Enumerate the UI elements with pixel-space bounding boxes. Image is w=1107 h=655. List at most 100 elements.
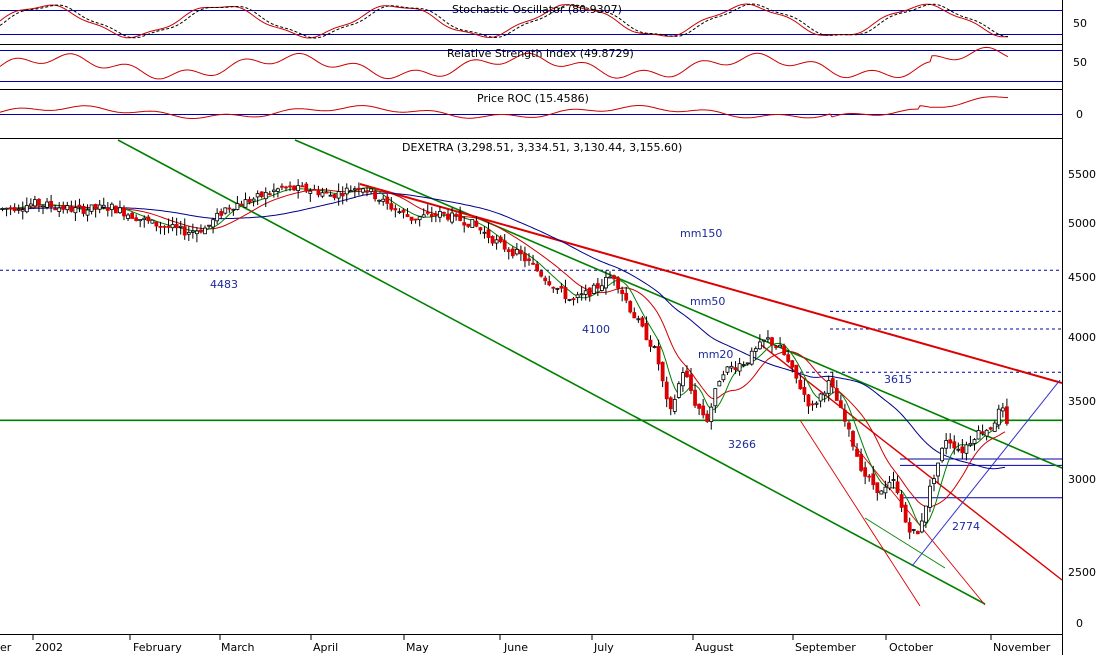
candle-body xyxy=(563,287,568,300)
candle-body xyxy=(932,478,936,484)
candle-body xyxy=(24,205,29,213)
candle-body xyxy=(907,522,912,533)
roc-panel xyxy=(0,96,1062,119)
candle-body xyxy=(498,236,503,243)
candle-body xyxy=(915,530,920,535)
candle-body xyxy=(713,388,718,407)
candle-body xyxy=(992,422,997,432)
candle-body xyxy=(956,448,961,451)
candle-body xyxy=(810,403,815,406)
candle-body xyxy=(745,362,750,365)
candle-body xyxy=(397,211,402,214)
candle-body xyxy=(280,185,284,188)
stochastic-title: Stochastic Oscillator (80.9307) xyxy=(452,3,622,16)
candle-body xyxy=(600,285,604,291)
candle-body xyxy=(8,207,13,210)
candle-body xyxy=(33,199,37,207)
candle-body xyxy=(733,367,738,370)
candle-body xyxy=(16,208,21,211)
candle-body xyxy=(834,388,839,401)
candle-body xyxy=(73,207,78,214)
candle-body xyxy=(49,200,53,208)
candle-body xyxy=(85,209,90,216)
x-label-dec: er xyxy=(0,641,12,654)
candle-body xyxy=(911,529,916,531)
candle-body xyxy=(652,346,657,348)
candle-body xyxy=(170,224,175,229)
candle-body xyxy=(567,299,572,301)
candle-body xyxy=(20,209,25,212)
candle-body xyxy=(433,213,438,216)
candle-body xyxy=(194,230,199,235)
candle-body xyxy=(883,486,888,494)
candle-body xyxy=(219,211,224,216)
candle-body xyxy=(964,444,969,454)
candle-body xyxy=(284,186,288,189)
candle-body xyxy=(37,198,41,206)
candle-body xyxy=(575,294,580,298)
candle-body xyxy=(267,193,272,196)
candle-body xyxy=(105,207,110,211)
candle-body xyxy=(952,441,957,449)
candle-body xyxy=(895,481,900,493)
candle-body xyxy=(628,300,633,313)
candle-body xyxy=(587,287,592,297)
price-panel xyxy=(0,139,1063,607)
candle-body xyxy=(369,188,373,192)
candle-body xyxy=(344,187,349,195)
candle-body xyxy=(1000,407,1005,412)
candle-body xyxy=(887,481,892,489)
candle-body xyxy=(61,204,66,210)
x-label-october: October xyxy=(889,641,933,654)
candle-body xyxy=(166,225,171,228)
candle-body xyxy=(936,462,940,477)
candle-body xyxy=(988,427,993,430)
candle-body xyxy=(162,225,167,228)
candle-body xyxy=(239,203,244,206)
candle-body xyxy=(697,403,701,409)
channel-upper-line xyxy=(294,139,1063,469)
candle-body xyxy=(778,344,782,348)
stochastic-panel xyxy=(0,3,1062,39)
resistance-line-2 xyxy=(759,343,1063,581)
roc-y-tick: 0 xyxy=(1076,108,1083,121)
candle-body xyxy=(523,253,527,262)
candle-body xyxy=(486,229,491,238)
candle-body xyxy=(830,378,835,388)
candle-body xyxy=(855,448,859,457)
candle-body xyxy=(134,217,139,221)
candle-body xyxy=(28,203,33,207)
candle-body xyxy=(879,490,884,495)
candle-body xyxy=(150,219,155,224)
candle-body xyxy=(324,191,329,194)
candle-body xyxy=(45,201,49,208)
x-label-june: June xyxy=(503,641,528,654)
level-labels: 4483 4100 3615 3266 2774 xyxy=(210,278,980,533)
stoch-y-tick: 50 xyxy=(1073,17,1087,30)
candle-body xyxy=(891,479,896,481)
candle-body xyxy=(822,392,827,396)
candle-body xyxy=(729,365,734,369)
candle-body xyxy=(93,204,98,210)
candle-body xyxy=(146,216,151,222)
candle-body xyxy=(899,494,904,508)
candle-body xyxy=(89,204,94,212)
candle-body xyxy=(555,288,560,290)
candle-body xyxy=(786,354,791,362)
candle-body xyxy=(604,276,608,289)
candle-body xyxy=(774,346,778,349)
candle-body xyxy=(741,364,746,366)
candle-body xyxy=(377,199,382,202)
candle-body xyxy=(288,185,292,188)
candle-body xyxy=(648,339,653,347)
candle-body xyxy=(660,361,665,382)
candle-body xyxy=(215,212,220,222)
candle-body xyxy=(984,429,989,437)
candle-body xyxy=(960,446,965,454)
candle-body xyxy=(65,205,70,211)
candle-body xyxy=(118,207,122,214)
candle-body xyxy=(109,203,114,210)
mm50-label: mm50 xyxy=(690,295,725,308)
candle-body xyxy=(101,204,106,208)
